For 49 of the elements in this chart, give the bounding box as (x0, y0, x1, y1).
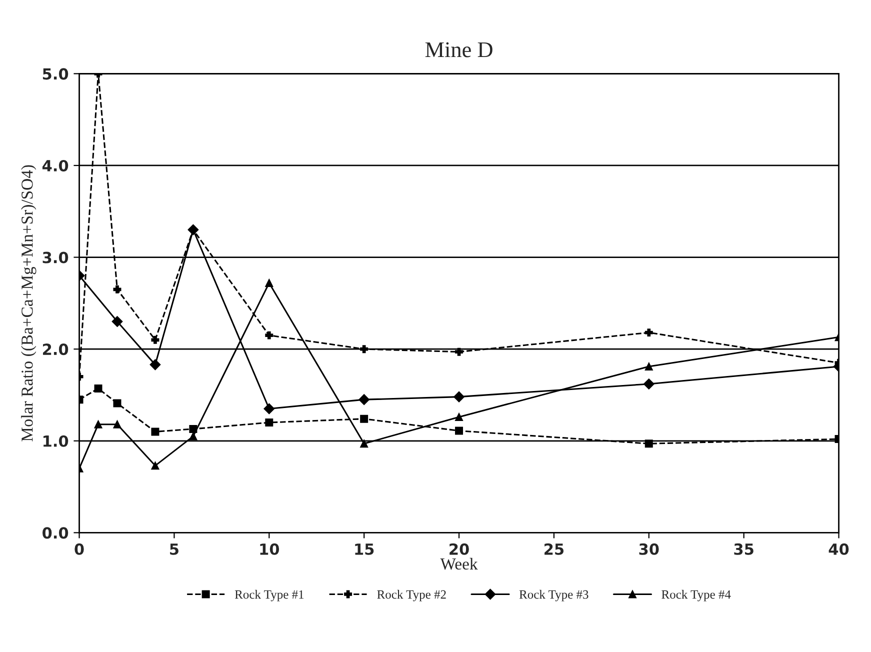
legend-label: Rock Type #3 (519, 590, 588, 602)
x-axis-title: Week (440, 558, 478, 570)
x-tick-label: 5 (170, 544, 178, 555)
point (454, 391, 464, 402)
x-tick-label: 40 (828, 543, 849, 555)
y-tick-label: 4.0 (42, 160, 68, 172)
point (189, 432, 198, 440)
y-tick-label: 3.0 (42, 252, 68, 264)
y-tick-label: 1.0 (44, 435, 68, 447)
x-tick-label: 0 (74, 543, 84, 555)
point (360, 414, 368, 423)
point (358, 394, 370, 406)
point (264, 403, 275, 414)
point (644, 328, 653, 337)
point (113, 285, 122, 294)
point (113, 420, 122, 428)
point (455, 413, 464, 422)
y-tick-label: 0.0 (42, 527, 68, 539)
point (644, 440, 653, 448)
x-tick-label: 30 (639, 543, 659, 555)
point (265, 278, 274, 287)
legend-label: Rock Type #2 (377, 590, 446, 602)
point (94, 384, 102, 393)
point (360, 440, 368, 448)
y-tick-label: 2.0 (42, 344, 68, 356)
x-tick-label: 15 (355, 544, 374, 555)
point (455, 348, 464, 356)
point (151, 336, 160, 344)
y-axis-title: Molar Ratio ((Ba+Ca+Mg+Mn+Sr)/SO4) (21, 165, 36, 442)
point (112, 316, 123, 327)
chart-title: Mine D (425, 42, 492, 58)
point (113, 399, 122, 408)
legend-label: Rock Type #1 (234, 590, 304, 602)
point (643, 378, 654, 390)
x-tick-label: 25 (544, 543, 564, 555)
point (360, 345, 368, 354)
point (265, 418, 274, 427)
point (455, 426, 464, 435)
point (150, 359, 161, 370)
point (265, 331, 274, 340)
legend-label: Rock Type #4 (662, 590, 731, 602)
y-tick-label: 5.0 (42, 68, 68, 80)
point (151, 462, 160, 470)
point (644, 362, 653, 371)
point (151, 428, 160, 436)
x-tick-label: 20 (450, 543, 469, 555)
point (94, 420, 102, 428)
x-tick-label: 35 (734, 543, 754, 555)
x-tick-label: 10 (260, 543, 280, 555)
